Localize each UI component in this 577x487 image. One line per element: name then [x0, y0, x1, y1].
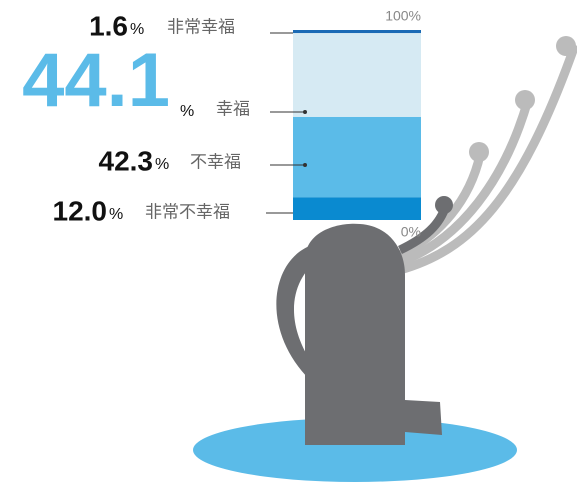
y-tick-label: 100%	[385, 8, 421, 24]
value-unit: %	[130, 21, 144, 38]
y-tick-label: 0%	[401, 224, 421, 240]
category-label: 不幸福	[190, 152, 241, 171]
category-label: 幸福	[216, 99, 250, 118]
value-unit: %	[109, 206, 123, 223]
value-label: 44.1	[22, 38, 170, 123]
bar-segment	[293, 30, 421, 34]
category-label: 非常幸福	[167, 17, 235, 36]
bar-segment	[293, 116, 421, 198]
decoration	[193, 36, 577, 482]
value-label: 42.3	[99, 145, 154, 176]
leader-dot	[303, 163, 307, 167]
value-label: 1.6	[89, 10, 128, 41]
bar-segment	[293, 197, 421, 220]
value-label: 12.0	[53, 195, 108, 226]
value-unit: %	[155, 156, 169, 173]
leader-dot	[303, 110, 307, 114]
category-label: 非常不幸福	[145, 202, 230, 221]
value-unit: %	[180, 103, 194, 120]
bar-segment	[293, 33, 421, 117]
